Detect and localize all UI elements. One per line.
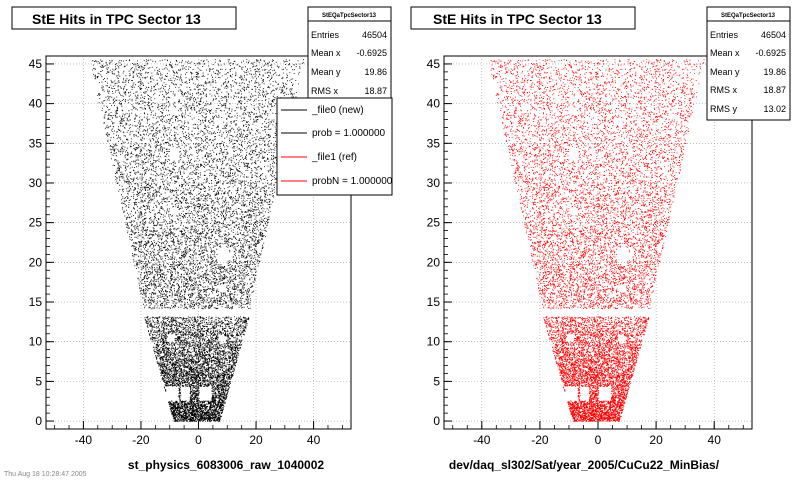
right-y-tick-label-7: 35 bbox=[427, 136, 441, 150]
left-x-tick-label-1: -20 bbox=[132, 433, 150, 447]
right-stats-label-2: Mean y bbox=[710, 67, 740, 77]
right-x-tick-label-3: 20 bbox=[649, 433, 663, 447]
right-y-tick-label-0: 0 bbox=[433, 414, 440, 428]
left-y-tick-label-9: 45 bbox=[29, 57, 43, 71]
left-stats-value-0: 46504 bbox=[362, 30, 387, 40]
right-stats-name: StEQaTpcSector13 bbox=[721, 13, 776, 19]
left-stats-box: StEQaTpcSector13 Entries 46504 Mean x -0… bbox=[307, 6, 392, 104]
right-y-tick-label-5: 25 bbox=[427, 216, 441, 230]
right-hit-points bbox=[490, 59, 705, 422]
left-y-tick-label-4: 20 bbox=[29, 255, 43, 269]
left-y-tick-label-1: 5 bbox=[35, 374, 42, 388]
left-x-axis-label: st_physics_6083006_raw_1040002 bbox=[128, 458, 324, 472]
right-stats-label-1: Mean x bbox=[710, 48, 740, 58]
right-y-tick-label-8: 40 bbox=[427, 97, 441, 111]
right-y-ticks: 0 5 10 15 20 25 30 35 40 45 bbox=[427, 57, 452, 428]
left-x-tick-label-0: -40 bbox=[75, 433, 93, 447]
right-stats-value-1: -0.6925 bbox=[755, 48, 786, 58]
left-hit-cloud bbox=[92, 59, 304, 422]
left-y-tick-label-0: 0 bbox=[35, 414, 42, 428]
left-x-ticks: -40 -20 0 20 40 bbox=[54, 421, 343, 447]
right-stats-value-0: 46504 bbox=[761, 30, 786, 40]
legend-label-0: _file0 (new) bbox=[311, 105, 364, 116]
right-y-tick-label-2: 10 bbox=[427, 335, 441, 349]
right-stats-label-3: RMS x bbox=[710, 85, 738, 95]
left-stats-value-1: -0.6925 bbox=[356, 48, 387, 58]
right-hit-cloud bbox=[490, 59, 705, 422]
left-x-tick-label-4: 40 bbox=[307, 433, 321, 447]
left-y-tick-label-7: 35 bbox=[29, 136, 43, 150]
right-stats-value-3: 18.87 bbox=[763, 85, 786, 95]
right-panel: StE Hits in TPC Sector 13 -40 -20 0 20 40 0 5… bbox=[410, 6, 791, 472]
legend-label-2: _file1 (ref) bbox=[311, 152, 357, 163]
left-hit-points bbox=[92, 59, 304, 422]
left-x-tick-label-2: 0 bbox=[195, 433, 202, 447]
left-stats-name: StEQaTpcSector13 bbox=[322, 13, 377, 19]
right-x-tick-label-2: 0 bbox=[595, 433, 602, 447]
left-title-box bbox=[11, 6, 237, 30]
right-x-tick-label-0: -40 bbox=[473, 433, 491, 447]
right-title-box bbox=[410, 6, 636, 30]
right-y-tick-label-3: 15 bbox=[427, 295, 441, 309]
right-x-ticks: -40 -20 0 20 40 bbox=[452, 421, 744, 447]
left-y-tick-label-5: 25 bbox=[29, 216, 43, 230]
right-stats-label-0: Entries bbox=[710, 30, 739, 40]
left-stats-label-2: Mean y bbox=[311, 67, 341, 77]
left-stats-label-3: RMS x bbox=[311, 86, 339, 96]
left-stats-value-2: 19.86 bbox=[364, 67, 387, 77]
right-y-tick-label-9: 45 bbox=[427, 57, 441, 71]
left-stats-label-0: Entries bbox=[311, 30, 340, 40]
footer-timestamp: Thu Aug 18 10:28:47 2005 bbox=[4, 471, 87, 478]
legend-box: _file0 (new) prob = 1.000000 _file1 (ref… bbox=[276, 97, 393, 196]
left-stats-label-1: Mean x bbox=[311, 48, 341, 58]
left-y-tick-label-6: 30 bbox=[29, 176, 43, 190]
legend-label-3: probN = 1.000000 bbox=[312, 176, 393, 187]
left-x-tick-label-3: 20 bbox=[249, 433, 263, 447]
left-y-ticks: 0 5 10 15 20 25 30 35 40 45 bbox=[29, 57, 54, 428]
right-stats-label-4: RMS y bbox=[710, 104, 738, 114]
right-y-tick-label-6: 30 bbox=[427, 176, 441, 190]
right-y-tick-label-4: 20 bbox=[427, 255, 441, 269]
right-y-tick-label-1: 5 bbox=[433, 374, 440, 388]
right-stats-box: StEQaTpcSector13 Entries 46504 Mean x -0… bbox=[706, 6, 791, 121]
right-stats-value-2: 19.86 bbox=[763, 67, 786, 77]
right-x-axis-label: dev/daq_sl302/Sat/year_2005/CuCu22_MinBi… bbox=[449, 458, 720, 472]
left-stats-value-3: 18.87 bbox=[364, 86, 387, 96]
left-y-tick-label-2: 10 bbox=[29, 335, 43, 349]
left-y-tick-label-8: 40 bbox=[29, 97, 43, 111]
left-panel-title: StE Hits in TPC Sector 13 bbox=[32, 11, 201, 27]
right-panel-title: StE Hits in TPC Sector 13 bbox=[433, 11, 602, 27]
right-stats-value-4: 13.02 bbox=[763, 104, 786, 114]
left-y-tick-label-3: 15 bbox=[29, 295, 43, 309]
right-x-tick-label-4: 40 bbox=[708, 433, 722, 447]
right-x-tick-label-1: -20 bbox=[531, 433, 549, 447]
legend-label-1: prob = 1.000000 bbox=[312, 128, 386, 139]
left-panel: StE Hits in TPC Sector 13 -40 -20 0 20 40 0 5… bbox=[11, 6, 393, 472]
